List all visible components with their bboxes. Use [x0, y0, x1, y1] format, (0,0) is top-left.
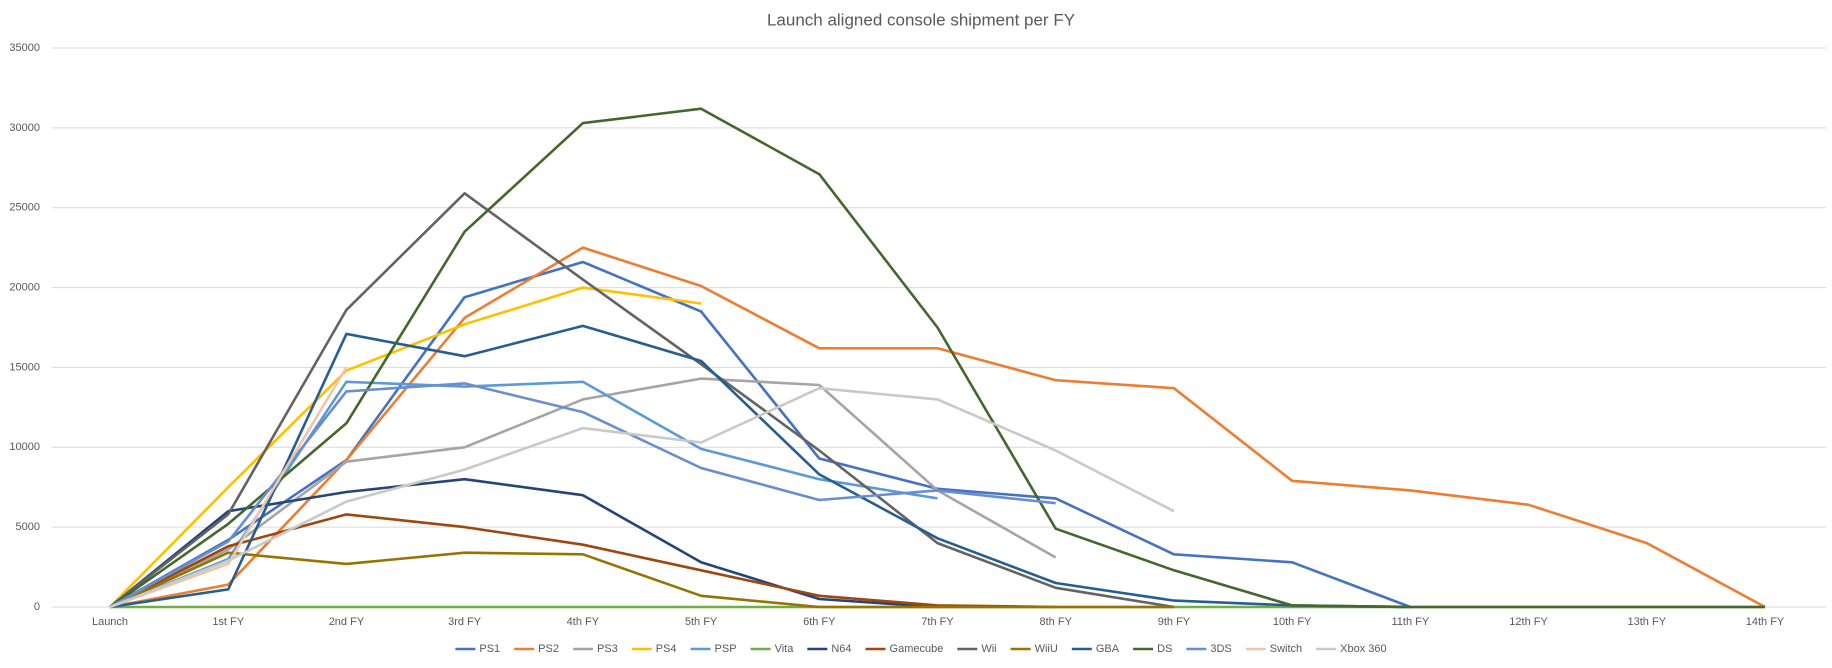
- y-tick-label: 5000: [16, 521, 40, 533]
- legend-label: N64: [831, 643, 851, 655]
- series-line: [109, 380, 938, 609]
- y-tick-label: 20000: [9, 281, 40, 293]
- x-tick-label: 6th FY: [803, 616, 836, 628]
- series-line: [109, 551, 1174, 609]
- legend-label: PS2: [538, 643, 559, 655]
- legend-label: DS: [1157, 643, 1172, 655]
- legend-label: Vita: [775, 643, 795, 655]
- x-tick-label: 7th FY: [921, 616, 954, 628]
- x-tick-label: 11th FY: [1391, 616, 1429, 628]
- series-line: [109, 513, 1056, 609]
- legend-label: GBA: [1096, 643, 1120, 655]
- x-tick-label: 13th FY: [1628, 616, 1667, 628]
- series-line: [109, 382, 1056, 609]
- x-tick-label: 2nd FY: [329, 616, 365, 628]
- chart-title: Launch aligned console shipment per FY: [767, 10, 1075, 29]
- x-tick-label: 5th FY: [685, 616, 718, 628]
- y-tick-label: 35000: [9, 42, 40, 54]
- legend-label: PS1: [479, 643, 500, 655]
- legend-label: Gamecube: [890, 643, 944, 655]
- series-line: [109, 260, 1411, 609]
- series-line: [109, 286, 702, 608]
- x-tick-label: 9th FY: [1158, 616, 1191, 628]
- series-line: [109, 324, 1411, 609]
- legend-label: PS4: [656, 643, 677, 655]
- legend-label: PSP: [715, 643, 737, 655]
- series-line: [109, 107, 1765, 609]
- legend-label: Xbox 360: [1340, 643, 1386, 655]
- x-tick-label: 10th FY: [1273, 616, 1312, 628]
- series-line: [109, 246, 1766, 609]
- y-tick-label: 30000: [9, 122, 40, 134]
- y-tick-label: 15000: [9, 361, 40, 373]
- x-tick-label: Launch: [92, 616, 128, 628]
- y-tick-label: 0: [34, 601, 40, 613]
- x-tick-label: 12th FY: [1509, 616, 1548, 628]
- legend-label: Wii: [981, 643, 996, 655]
- x-tick-label: 4th FY: [567, 616, 600, 628]
- x-tick-label: 3rd FY: [448, 616, 482, 628]
- legend-label: WiiU: [1035, 643, 1058, 655]
- legend-label: PS3: [597, 643, 618, 655]
- y-tick-label: 25000: [9, 202, 40, 214]
- series-line: [109, 386, 1175, 609]
- legend-label: Switch: [1270, 643, 1302, 655]
- y-tick-label: 10000: [9, 441, 40, 453]
- series-line: [109, 192, 1175, 609]
- legend-label: 3DS: [1210, 643, 1231, 655]
- x-tick-label: 14th FY: [1746, 616, 1785, 628]
- x-tick-label: 8th FY: [1040, 616, 1073, 628]
- series-line: [109, 377, 1057, 609]
- x-tick-label: 1st FY: [212, 616, 244, 628]
